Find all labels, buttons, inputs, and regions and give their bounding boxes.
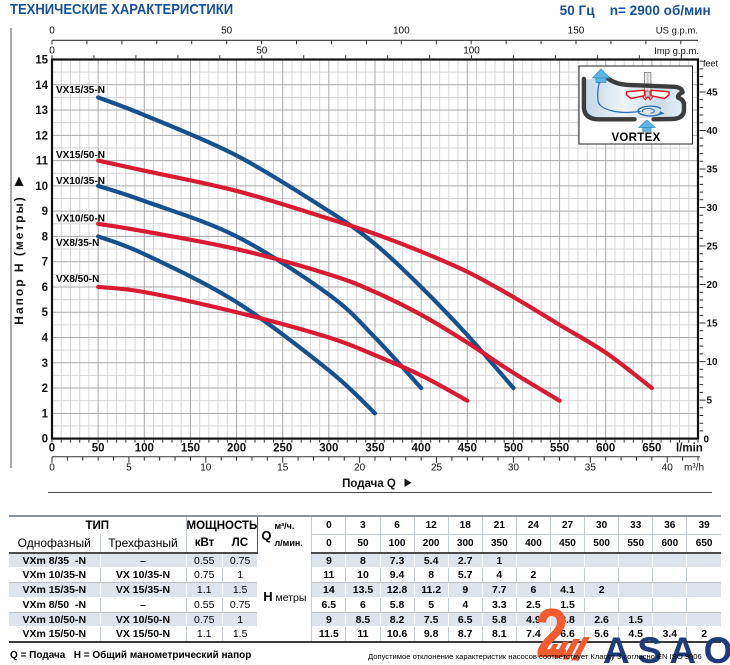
svg-text:m³/h: m³/h <box>684 463 704 474</box>
svg-text:7: 7 <box>42 257 48 269</box>
svg-text:8: 8 <box>42 231 49 243</box>
svg-text:450: 450 <box>458 443 477 455</box>
svg-text:Напор Н (метры): Напор Н (метры) <box>12 195 26 324</box>
svg-text:VX15/50-N: VX15/50-N <box>56 150 105 161</box>
svg-text:VX8/50-N: VX8/50-N <box>56 274 99 285</box>
svg-text:Подача Q: Подача Q <box>342 478 396 490</box>
svg-text:0: 0 <box>49 26 55 37</box>
svg-text:150: 150 <box>568 26 585 37</box>
svg-text:13: 13 <box>35 105 48 117</box>
svg-text:40: 40 <box>662 463 674 474</box>
svg-text:50: 50 <box>221 26 233 37</box>
svg-text:14: 14 <box>35 80 48 92</box>
svg-text:50: 50 <box>92 443 105 455</box>
svg-text:0: 0 <box>49 443 55 455</box>
svg-text:20: 20 <box>707 280 719 291</box>
svg-text:400: 400 <box>412 443 431 455</box>
svg-text:Imp g.p.m.: Imp g.p.m. <box>654 46 699 57</box>
svg-text:25: 25 <box>707 242 719 253</box>
svg-text:5: 5 <box>42 307 49 319</box>
svg-text:12: 12 <box>35 130 48 142</box>
svg-text:4: 4 <box>42 333 49 345</box>
svg-text:feet: feet <box>703 59 719 69</box>
svg-text:ASAO: ASAO <box>603 630 730 665</box>
svg-text:350: 350 <box>365 443 384 455</box>
svg-text:50: 50 <box>256 46 268 57</box>
svg-text:550: 550 <box>550 443 569 455</box>
svg-text:0: 0 <box>704 435 710 446</box>
svg-text:3: 3 <box>42 358 48 370</box>
svg-text:300: 300 <box>319 443 338 455</box>
svg-text:25: 25 <box>431 463 443 474</box>
svg-text:30: 30 <box>508 463 520 474</box>
svg-text:10: 10 <box>707 357 719 368</box>
svg-text:0: 0 <box>42 434 48 446</box>
svg-text:15: 15 <box>277 463 289 474</box>
svg-text:100: 100 <box>135 443 154 455</box>
svg-text:VORTEX: VORTEX <box>611 132 660 144</box>
svg-text:45: 45 <box>707 87 719 98</box>
svg-text:US g.p.m.: US g.p.m. <box>656 26 698 37</box>
svg-text:35: 35 <box>585 463 597 474</box>
svg-text:150: 150 <box>181 443 200 455</box>
svg-text:650: 650 <box>642 443 661 455</box>
svg-text:500: 500 <box>504 443 523 455</box>
svg-text:VX10/50-N: VX10/50-N <box>56 214 105 225</box>
svg-text:250: 250 <box>273 443 292 455</box>
svg-text:6: 6 <box>42 282 48 294</box>
svg-text:1: 1 <box>42 408 49 420</box>
svg-text:10: 10 <box>35 181 48 193</box>
svg-text:15: 15 <box>35 55 48 67</box>
svg-text:20: 20 <box>354 463 366 474</box>
svg-text:15: 15 <box>707 319 719 330</box>
svg-text:5: 5 <box>126 463 132 474</box>
svg-text:2: 2 <box>42 383 48 395</box>
svg-text:5: 5 <box>707 396 713 407</box>
svg-text:VX10/35-N: VX10/35-N <box>56 176 105 187</box>
svg-text:100: 100 <box>463 46 480 57</box>
svg-text:0: 0 <box>49 463 55 474</box>
svg-text:l/min: l/min <box>676 443 703 455</box>
svg-text:10: 10 <box>200 463 212 474</box>
svg-text:100: 100 <box>393 26 410 37</box>
svg-text:VX15/35-N: VX15/35-N <box>56 85 105 96</box>
svg-text:35: 35 <box>707 164 719 175</box>
svg-text:200: 200 <box>227 443 246 455</box>
svg-text:11: 11 <box>36 156 49 168</box>
svg-text:9: 9 <box>42 206 48 218</box>
svg-text:40: 40 <box>707 126 719 137</box>
svg-text:600: 600 <box>596 443 615 455</box>
svg-text:VX8/35-N: VX8/35-N <box>56 238 99 249</box>
svg-text:30: 30 <box>707 203 719 214</box>
svg-text:0: 0 <box>49 46 55 57</box>
